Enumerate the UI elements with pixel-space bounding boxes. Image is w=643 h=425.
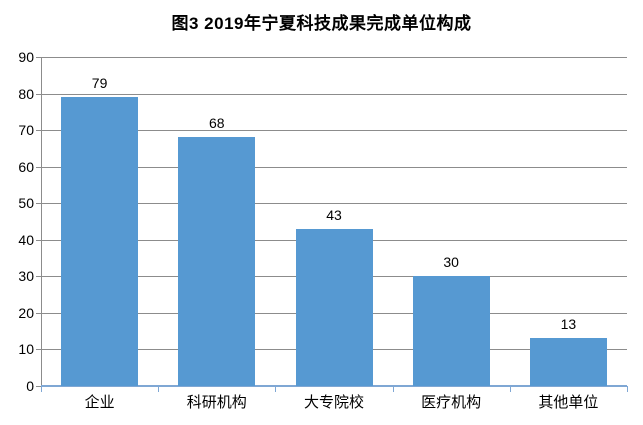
y-axis-tick-10 [36,349,41,351]
x-axis-line [41,385,627,387]
x-axis-label-其他单位: 其他单位 [538,394,599,411]
y-axis-tick-20 [36,312,41,314]
x-axis-tick-3 [392,386,394,392]
bar-其他单位 [529,338,607,386]
bar-value-医疗机构: 30 [443,254,459,271]
plot-area: 79 企业 68 科研机构 43 大专院校 30 医疗机构 13 其他单位 [41,57,628,411]
y-axis-label-60: 60 [18,158,34,175]
y-axis-label-90: 90 [18,49,34,65]
chart-title: 图3 2019年宁夏科技成果完成单位构成 [171,14,472,33]
bar-科研机构 [178,137,256,386]
x-axis-label-医疗机构: 医疗机构 [421,394,482,411]
y-axis-tick-50 [36,203,41,205]
y-axis-tick-90 [36,57,41,58]
bar-value-大专院校: 43 [326,206,342,223]
x-axis-label-大专院校: 大专院校 [303,394,364,411]
y-axis-label-20: 20 [18,304,34,321]
x-axis-tick-2 [275,386,277,392]
y-axis-label-80: 80 [18,85,34,102]
bar-医疗机构 [412,276,490,386]
bar-企业 [61,97,139,386]
x-axis-tick-1 [158,386,160,392]
y-axis-tick-80 [36,93,41,95]
bar-value-科研机构: 68 [209,115,225,132]
y-axis-tick-40 [36,239,41,241]
y-axis-tick-60 [36,166,41,168]
y-axis-label-40: 40 [18,231,34,248]
y-axis-label-0: 0 [26,378,34,394]
x-axis-label-企业: 企业 [84,394,115,411]
gridline-y-60 [41,166,627,168]
bar-大专院校 [295,228,373,386]
gridline-y-70 [41,130,627,132]
y-axis-tick-30 [36,276,41,278]
y-axis-label-10: 10 [18,341,34,358]
gridline-y-50 [41,203,627,205]
x-axis-label-科研机构: 科研机构 [186,394,247,411]
x-axis-tick-0 [41,386,42,392]
y-axis-line [41,57,42,392]
y-axis-label-70: 70 [18,122,34,139]
gridline-y-90 [41,57,627,58]
y-axis-label-50: 50 [18,195,34,212]
y-axis-tick-0 [36,386,41,387]
y-axis-tick-70 [36,130,41,132]
gridline-y-80 [41,93,627,95]
bar-value-企业: 79 [91,75,108,92]
x-axis-tick-5 [627,386,628,392]
y-axis-label-30: 30 [18,268,34,285]
x-axis-tick-4 [509,386,511,392]
bar-value-其他单位: 13 [560,316,577,333]
